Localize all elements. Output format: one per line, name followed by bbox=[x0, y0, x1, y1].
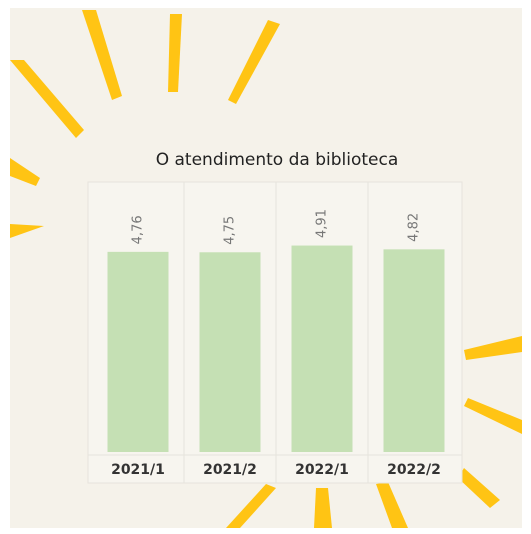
x-tick-label: 2022/2 bbox=[387, 462, 441, 478]
value-label: 4,75 bbox=[223, 216, 238, 245]
value-label: 4,76 bbox=[131, 215, 146, 244]
chart-title: O atendimento da biblioteca bbox=[156, 150, 399, 170]
x-tick-label: 2021/2 bbox=[203, 462, 257, 478]
sun-rays bbox=[10, 10, 522, 528]
value-label: 4,91 bbox=[315, 209, 330, 238]
bar bbox=[107, 251, 169, 452]
value-label: 4,82 bbox=[407, 213, 422, 242]
x-tick-label: 2022/1 bbox=[295, 462, 349, 478]
bar bbox=[291, 245, 353, 452]
bar bbox=[199, 252, 261, 452]
x-tick-label: 2021/1 bbox=[111, 462, 165, 478]
bar bbox=[383, 249, 445, 452]
